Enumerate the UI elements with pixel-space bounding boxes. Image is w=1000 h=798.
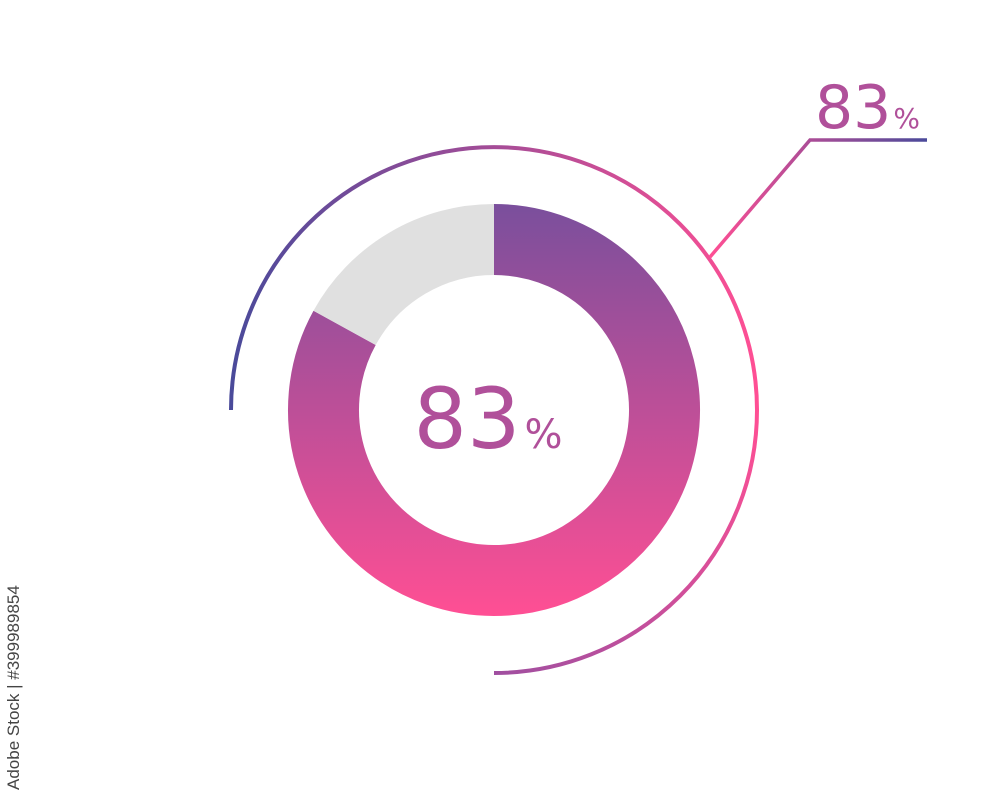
outer-arc-bottom bbox=[493, 409, 759, 675]
donut-segment-filled bbox=[288, 204, 700, 616]
center-label: 83% bbox=[414, 370, 563, 468]
callout-leader-line bbox=[708, 138, 927, 259]
watermark-id: Adobe Stock | #399989854 bbox=[4, 585, 23, 790]
callout-label: 83% bbox=[815, 73, 920, 143]
outer-arc-top bbox=[229, 145, 759, 411]
donut-segment-remainder bbox=[313, 204, 495, 346]
